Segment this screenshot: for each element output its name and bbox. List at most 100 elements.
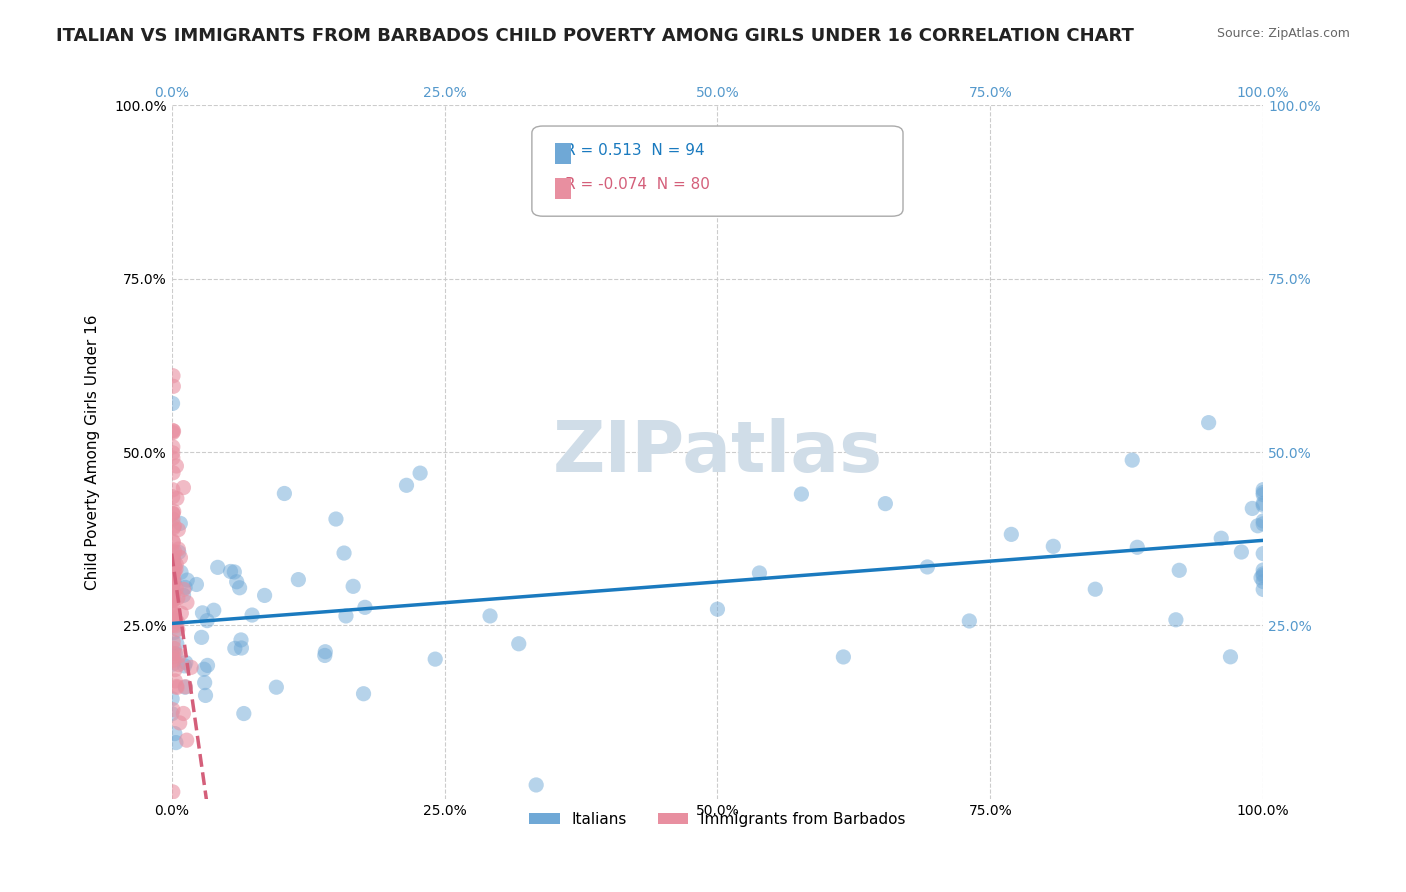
- Italians: [190, 631, 212, 645]
- Italians: [333, 546, 356, 560]
- Immigrants from Barbados: [166, 615, 188, 629]
- Immigrants from Barbados: [162, 582, 184, 596]
- Italians: [266, 680, 288, 694]
- Bar: [555, 178, 571, 199]
- Immigrants from Barbados: [172, 706, 194, 721]
- Immigrants from Barbados: [162, 483, 184, 497]
- Italians: [425, 652, 447, 666]
- Italians: [1251, 514, 1274, 528]
- Italians: [167, 545, 190, 559]
- Immigrants from Barbados: [166, 679, 188, 693]
- Immigrants from Barbados: [162, 599, 184, 613]
- Italians: [197, 658, 219, 673]
- Italians: [224, 641, 246, 656]
- Italians: [508, 637, 530, 651]
- Italians: [1042, 539, 1064, 553]
- Italians: [174, 680, 197, 694]
- Italians: [314, 645, 336, 659]
- Immigrants from Barbados: [163, 545, 186, 559]
- Immigrants from Barbados: [162, 567, 184, 582]
- Text: R = -0.074  N = 80: R = -0.074 N = 80: [565, 178, 710, 193]
- Immigrants from Barbados: [167, 657, 190, 672]
- Italians: [193, 662, 215, 676]
- Italians: [174, 580, 197, 594]
- Italians: [1251, 488, 1274, 502]
- Italians: [1251, 574, 1274, 589]
- Immigrants from Barbados: [172, 481, 194, 495]
- Italians: [191, 606, 214, 620]
- Immigrants from Barbados: [162, 545, 184, 559]
- Italians: [287, 573, 309, 587]
- Italians: [1251, 516, 1274, 531]
- Italians: [1121, 453, 1143, 467]
- Immigrants from Barbados: [165, 673, 187, 688]
- Immigrants from Barbados: [162, 379, 184, 393]
- Italians: [163, 625, 186, 640]
- Italians: [169, 516, 191, 531]
- Immigrants from Barbados: [165, 562, 187, 576]
- Immigrants from Barbados: [162, 591, 184, 605]
- Italians: [1251, 485, 1274, 500]
- Immigrants from Barbados: [162, 611, 184, 625]
- Immigrants from Barbados: [167, 542, 190, 557]
- Immigrants from Barbados: [165, 619, 187, 633]
- Immigrants from Barbados: [163, 641, 186, 656]
- Immigrants from Barbados: [165, 582, 187, 596]
- Immigrants from Barbados: [162, 593, 184, 607]
- Italians: [166, 637, 188, 651]
- Italians: [162, 396, 184, 410]
- Immigrants from Barbados: [162, 554, 184, 568]
- Immigrants from Barbados: [162, 618, 184, 632]
- Italians: [1164, 613, 1187, 627]
- Italians: [231, 640, 253, 655]
- Italians: [314, 648, 336, 663]
- Italians: [173, 588, 195, 602]
- Immigrants from Barbados: [167, 523, 190, 537]
- Immigrants from Barbados: [176, 596, 198, 610]
- Italians: [1250, 571, 1272, 585]
- Immigrants from Barbados: [162, 424, 184, 438]
- Text: ZIPatlas: ZIPatlas: [553, 417, 883, 486]
- Immigrants from Barbados: [176, 733, 198, 747]
- Italians: [163, 553, 186, 567]
- Italians: [224, 565, 246, 579]
- Italians: [409, 466, 432, 480]
- Immigrants from Barbados: [162, 576, 184, 591]
- Immigrants from Barbados: [162, 440, 184, 454]
- Immigrants from Barbados: [166, 491, 188, 506]
- Immigrants from Barbados: [163, 504, 186, 518]
- Immigrants from Barbados: [167, 591, 190, 605]
- Italians: [160, 556, 183, 570]
- Italians: [186, 577, 208, 591]
- Immigrants from Barbados: [162, 368, 184, 383]
- Immigrants from Barbados: [162, 574, 184, 588]
- Immigrants from Barbados: [162, 613, 184, 627]
- Immigrants from Barbados: [162, 535, 184, 549]
- Italians: [163, 574, 186, 589]
- Immigrants from Barbados: [163, 663, 186, 677]
- Immigrants from Barbados: [163, 585, 186, 599]
- Immigrants from Barbados: [162, 450, 184, 465]
- Italians: [240, 608, 263, 623]
- Y-axis label: Child Poverty Among Girls Under 16: Child Poverty Among Girls Under 16: [86, 314, 100, 590]
- Italians: [395, 478, 418, 492]
- FancyBboxPatch shape: [531, 126, 903, 216]
- Immigrants from Barbados: [162, 521, 184, 535]
- Immigrants from Barbados: [170, 606, 193, 620]
- Italians: [524, 778, 547, 792]
- Italians: [479, 609, 502, 624]
- Italians: [917, 560, 939, 574]
- Immigrants from Barbados: [162, 446, 184, 460]
- Italians: [706, 602, 728, 616]
- Legend: Italians, Immigrants from Barbados: Italians, Immigrants from Barbados: [523, 805, 912, 833]
- Italians: [165, 736, 187, 750]
- Italians: [170, 566, 193, 580]
- Italians: [174, 656, 197, 670]
- Italians: [335, 609, 357, 624]
- Italians: [790, 487, 813, 501]
- Italians: [228, 581, 250, 595]
- Italians: [160, 647, 183, 661]
- Italians: [875, 497, 897, 511]
- Italians: [162, 657, 184, 672]
- Immigrants from Barbados: [162, 566, 184, 581]
